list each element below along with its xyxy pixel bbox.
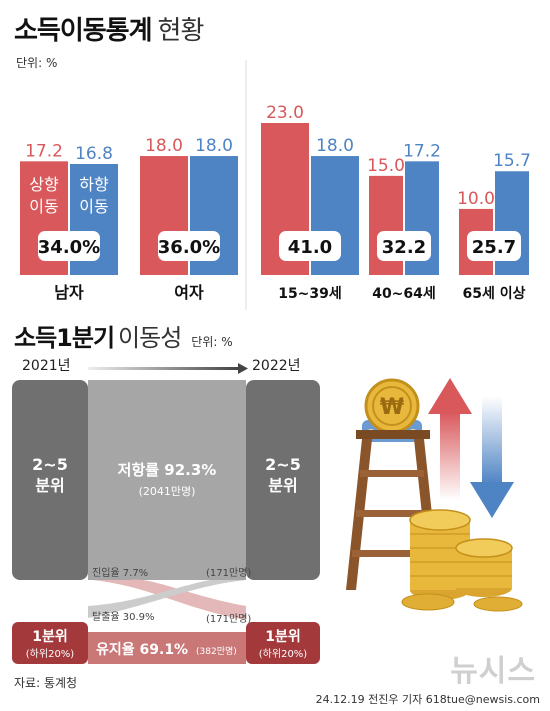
from-year: 2021년: [22, 358, 71, 374]
page-title: 소득이동통계 현황: [14, 16, 204, 46]
to-year: 2022년: [252, 358, 301, 374]
entry-count: (171만명): [206, 567, 251, 579]
total-box-2: [279, 231, 341, 261]
entry-label: 진입율 7.7%: [92, 566, 148, 579]
category-label-2: 15~39세: [278, 286, 342, 302]
retention-count: (382만명): [196, 646, 237, 657]
credit-line: 24.12.19 전진우 기자 618tue@newsis.com: [315, 693, 540, 706]
right-bottom-label: 1분위: [265, 629, 301, 645]
value-label-up-4: 10.0: [457, 189, 495, 209]
right-box-label-1: 2~5: [265, 455, 301, 474]
center-sub: (2041만명): [139, 485, 196, 498]
total-box-0: [38, 231, 100, 261]
value-label-down-0: 16.8: [75, 144, 113, 164]
up-arrow-icon: [428, 378, 472, 500]
coin-stack-icon: [401, 509, 523, 612]
right-bottom-box: [246, 622, 320, 664]
right-bottom-sub: (하위20%): [259, 647, 308, 660]
section2-title: 소득1분기 이동성 단위: %: [14, 324, 233, 352]
value-label-up-2: 23.0: [266, 103, 304, 123]
category-label-3: 40~64세: [372, 286, 436, 302]
flow-diagram: 2021년 2022년 2~5 분위 2~5 분위 저항률 92.3% (204…: [12, 358, 523, 664]
total-box-4: [467, 231, 521, 261]
center-label: 저항률 92.3%: [118, 461, 217, 479]
total-label-4: 25.7: [472, 237, 516, 258]
total-label-0: 34.0%: [38, 237, 100, 258]
legend-down-0: 하향: [79, 175, 109, 194]
left-bottom-label: 1분위: [32, 629, 68, 645]
legend-down-1: 이동: [79, 197, 108, 216]
value-label-down-4: 15.7: [493, 151, 531, 171]
down-arrow-icon: [470, 396, 514, 518]
unit-label: 단위: %: [16, 56, 58, 70]
exit-label: 탈출율 30.9%: [92, 610, 155, 623]
total-box-3: [377, 231, 431, 261]
total-label-1: 36.0%: [158, 237, 220, 258]
value-label-down-2: 18.0: [316, 136, 354, 156]
exit-flow-band: [92, 579, 246, 620]
source-note: 자료: 통계청: [14, 676, 78, 690]
total-box-1: [158, 231, 220, 261]
value-label-up-0: 17.2: [25, 141, 63, 161]
category-label-0: 남자: [54, 283, 84, 302]
income-mobility-bar-chart: 17.2 16.8 34.0% 남자 18.0 18.0 36.0% 여자 23.0 18.0 41…: [20, 60, 531, 310]
entry-flow-band: [88, 580, 246, 618]
retention-label: 유지율 69.1%: [96, 641, 188, 658]
left-bottom-box: [12, 622, 88, 664]
value-label-up-1: 18.0: [145, 136, 183, 156]
value-label-down-3: 17.2: [403, 141, 441, 161]
total-label-3: 32.2: [382, 237, 426, 258]
retained-flow-band: [88, 380, 246, 580]
category-label-1: 여자: [174, 283, 204, 302]
right-quintile-box: [246, 380, 320, 580]
value-label-down-1: 18.0: [195, 136, 233, 156]
won-coin-icon: ₩: [364, 378, 420, 434]
category-label-4: 65세 이상: [463, 285, 526, 302]
left-box-label-2: 분위: [35, 476, 64, 495]
legend-up-1: 이동: [29, 197, 58, 216]
exit-count: (171만명): [206, 613, 251, 625]
left-bottom-sub: (하위20%): [26, 647, 75, 660]
newsis-logo: 뉴시스: [450, 654, 536, 689]
timeline-arrowhead: [238, 363, 248, 374]
right-box-label-2: 분위: [268, 476, 297, 495]
left-box-label-1: 2~5: [32, 455, 68, 474]
timeline-line: [88, 367, 238, 370]
left-quintile-box: [12, 380, 88, 580]
legend-up-0: 상향: [29, 175, 59, 194]
svg-text:₩: ₩: [380, 395, 404, 420]
total-label-2: 41.0: [288, 237, 332, 258]
value-label-up-3: 15.0: [367, 156, 405, 176]
retention-flow-band: [88, 632, 246, 664]
